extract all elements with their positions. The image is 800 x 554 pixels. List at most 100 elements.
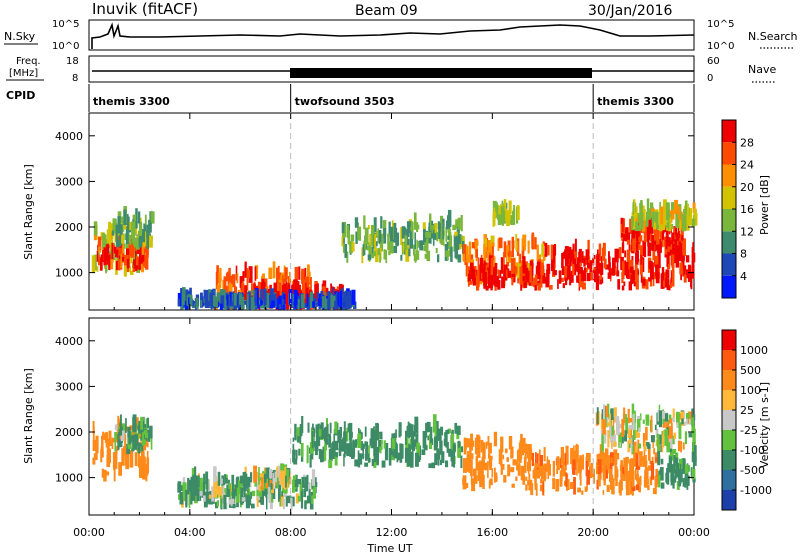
heatmap-cell — [446, 442, 449, 453]
heatmap-cell — [127, 426, 131, 443]
heatmap-cell — [497, 239, 500, 251]
heatmap-cell — [576, 275, 580, 283]
heatmap-cell — [254, 266, 257, 281]
heatmap-cell — [615, 478, 618, 487]
heatmap-cell — [525, 270, 528, 288]
heatmap-cell — [602, 419, 606, 435]
heatmap-cell — [638, 427, 641, 432]
heatmap-cell — [346, 292, 349, 310]
heatmap-cell — [351, 242, 355, 252]
heatmap-cell — [185, 489, 188, 508]
heatmap-cell — [673, 455, 676, 466]
heatmap-cell — [247, 292, 251, 306]
heatmap-cell — [292, 437, 295, 442]
heatmap-cell — [487, 247, 490, 262]
heatmap-cell — [106, 229, 111, 244]
heatmap-cell — [684, 265, 687, 272]
heatmap-cell — [658, 410, 662, 428]
heatmap-cell — [266, 292, 270, 308]
heatmap-cell — [647, 242, 652, 257]
heatmap-cell — [469, 269, 473, 275]
heatmap-cell — [671, 236, 676, 255]
heatmap-cell — [91, 255, 96, 273]
heatmap-cell — [630, 458, 633, 477]
heatmap-cell — [419, 240, 424, 251]
heatmap-cell — [631, 403, 635, 421]
heatmap-cell — [314, 284, 318, 296]
noise-left-tick-top: 10^5 — [52, 19, 79, 30]
heatmap-cell — [133, 260, 136, 269]
heatmap-cell — [282, 299, 285, 305]
heatmap-cell — [573, 251, 578, 262]
heatmap-cell — [448, 232, 452, 241]
heatmap-cell — [666, 206, 668, 221]
heatmap-cell — [362, 443, 364, 460]
heatmap-cell — [413, 424, 417, 437]
heatmap-cell — [639, 451, 643, 467]
heatmap-cell — [424, 242, 428, 249]
heatmap-cell — [405, 436, 409, 454]
heatmap-cell — [128, 242, 131, 257]
heatmap-cell — [258, 480, 261, 492]
heatmap-cell — [632, 234, 637, 251]
heatmap-cell — [273, 282, 278, 299]
heatmap-cell — [673, 476, 677, 483]
heatmap-cell — [540, 478, 543, 484]
heatmap-cell — [179, 492, 184, 505]
heatmap-cell — [653, 227, 657, 241]
heatmap-cell — [207, 300, 210, 308]
heatmap-cell — [641, 208, 646, 223]
colorbar-swatch — [722, 275, 736, 298]
heatmap-cell — [462, 458, 467, 473]
heatmap-cell — [430, 233, 435, 239]
heatmap-cell — [633, 449, 638, 467]
heatmap-cell — [632, 445, 634, 454]
heatmap-cell — [579, 471, 582, 480]
heatmap-cell — [351, 289, 356, 305]
heatmap-cell — [111, 437, 114, 449]
heatmap-cell — [671, 202, 675, 216]
heatmap-cell — [301, 268, 305, 284]
heatmap-cell — [320, 422, 324, 439]
heatmap-cell — [640, 254, 642, 265]
heatmap-cell — [517, 263, 521, 281]
heatmap-cell — [677, 220, 680, 238]
heatmap-cell — [129, 450, 134, 468]
heatmap-cell — [650, 415, 653, 433]
heatmap-cell — [675, 245, 679, 254]
heatmap-cell — [142, 228, 145, 243]
heatmap-cell — [498, 449, 503, 465]
heatmap-cell — [407, 426, 410, 438]
heatmap-cell — [634, 468, 637, 480]
heatmap-cell — [235, 489, 240, 503]
heatmap-cell — [654, 482, 657, 495]
heatmap-cell — [285, 496, 288, 507]
heatmap-cell — [307, 422, 310, 433]
heatmap-cell — [367, 457, 371, 463]
heatmap-cell — [607, 430, 610, 448]
heatmap-cell — [463, 467, 467, 472]
heatmap-cell — [629, 459, 631, 472]
heatmap-cell — [378, 431, 383, 440]
heatmap-cell — [126, 214, 129, 226]
heatmap-cell — [489, 478, 493, 486]
heatmap-cell — [462, 478, 465, 486]
heatmap-cell — [278, 304, 282, 309]
heatmap-cell — [612, 434, 616, 447]
heatmap-cell — [437, 434, 442, 441]
heatmap-cell — [537, 254, 542, 262]
heatmap-cell — [450, 246, 453, 262]
heatmap-cell — [600, 277, 604, 284]
heatmap-cell — [201, 481, 206, 498]
heatmap-cell — [106, 455, 111, 467]
heatmap-cell — [246, 280, 249, 291]
heatmap-cell — [628, 281, 632, 291]
heatmap-cell — [205, 471, 209, 485]
heatmap-cell — [483, 244, 486, 256]
heatmap-cell — [639, 212, 644, 229]
heatmap-cell — [304, 267, 307, 283]
heatmap-cell — [285, 293, 290, 303]
heatmap-cell — [626, 249, 630, 267]
heatmap-cell — [452, 224, 456, 231]
heatmap-cell — [631, 228, 635, 239]
